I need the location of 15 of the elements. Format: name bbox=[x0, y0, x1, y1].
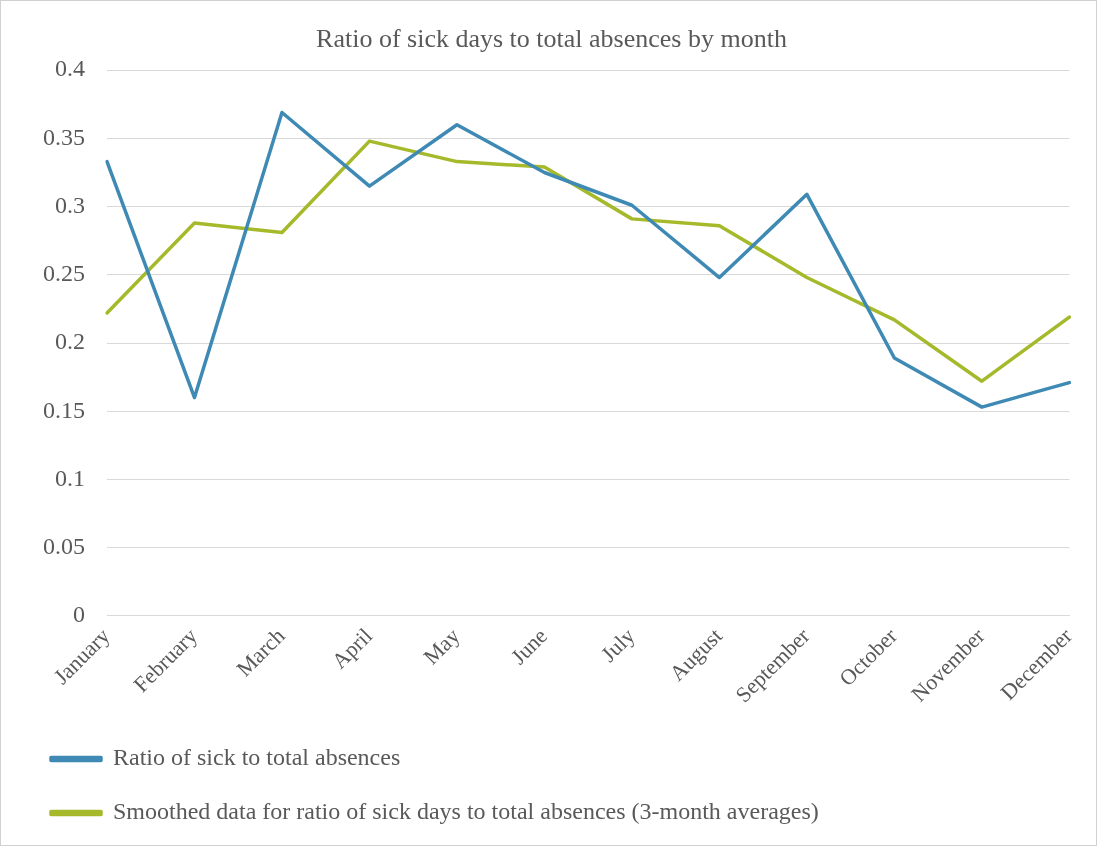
y-tick-label: 0.3 bbox=[55, 191, 85, 218]
y-tick-label: 0.4 bbox=[55, 55, 85, 82]
legend-label: Smoothed data for ratio of sick days to total absences (3-month averages) bbox=[113, 798, 819, 825]
y-tick-label: 0.15 bbox=[43, 396, 85, 423]
y-tick-label: 0.25 bbox=[43, 260, 85, 287]
x-tick-label: July bbox=[595, 623, 640, 667]
legend-label: Ratio of sick to total absences bbox=[113, 744, 401, 771]
y-tick-label: 0.2 bbox=[55, 328, 85, 355]
y-tick-label: 0 bbox=[73, 601, 85, 628]
y-tick-label: 0.35 bbox=[43, 123, 85, 150]
y-tick-label: 0.1 bbox=[55, 464, 85, 491]
x-tick-label: June bbox=[505, 623, 553, 670]
chart-title: Ratio of sick days to total absences by month bbox=[316, 24, 787, 54]
x-tick-label: May bbox=[418, 623, 465, 670]
y-tick-label: 0.05 bbox=[43, 532, 85, 559]
